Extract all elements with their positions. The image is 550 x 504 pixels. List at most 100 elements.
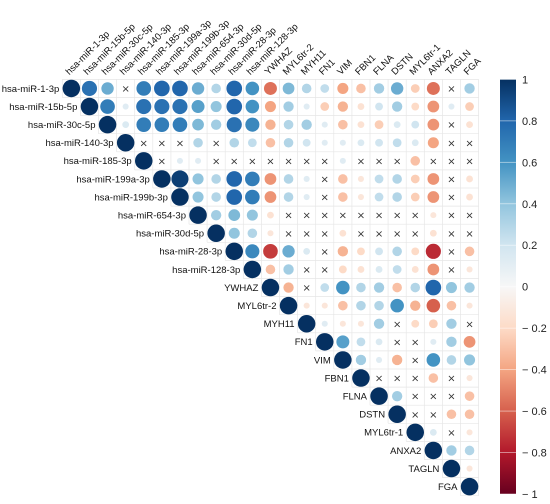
- correlation-circle: [283, 282, 294, 293]
- correlation-circle: [189, 206, 207, 224]
- correlation-circle: [193, 137, 203, 148]
- correlation-circle: [429, 428, 437, 436]
- correlation-circle: [357, 266, 365, 273]
- insignificant-mark: ×: [321, 247, 329, 258]
- correlation-circle: [320, 84, 330, 93]
- row-label: hsa-miR-199b-3p: [94, 192, 167, 203]
- correlation-circle: [466, 175, 473, 183]
- correlation-circle: [356, 337, 366, 347]
- correlation-circle: [283, 192, 294, 202]
- correlation-circle: [392, 138, 402, 148]
- correlation-circle: [427, 191, 440, 203]
- insignificant-mark: ×: [411, 392, 419, 403]
- insignificant-mark: ×: [357, 211, 365, 222]
- correlation-circle: [303, 175, 310, 182]
- correlation-circle: [267, 230, 274, 237]
- correlation-circle: [320, 102, 330, 111]
- correlation-circle: [464, 282, 475, 293]
- correlation-circle: [375, 247, 383, 256]
- correlation-circle: [356, 83, 366, 94]
- correlation-circle: [226, 117, 242, 133]
- colorbar-tick-label: − 0.8: [522, 448, 547, 460]
- correlation-circle: [427, 137, 439, 149]
- insignificant-mark: ×: [447, 211, 455, 222]
- correlation-circle: [301, 119, 312, 130]
- correlation-circle: [391, 101, 403, 112]
- correlation-circle: [282, 245, 295, 258]
- insignificant-mark: ×: [357, 229, 365, 240]
- correlation-circle: [245, 171, 260, 187]
- insignificant-mark: ×: [284, 229, 292, 240]
- correlation-circle: [246, 209, 258, 221]
- correlation-circle: [464, 83, 475, 94]
- correlation-circle: [321, 121, 328, 128]
- insignificant-mark: ×: [266, 156, 274, 167]
- insignificant-mark: ×: [302, 265, 310, 276]
- correlation-circle: [336, 280, 350, 295]
- correlation-circle: [374, 300, 384, 311]
- correlation-circle: [226, 80, 243, 97]
- insignificant-mark: ×: [447, 265, 455, 276]
- correlation-circle: [226, 171, 243, 187]
- insignificant-mark: ×: [393, 319, 401, 330]
- correlation-circle: [336, 335, 350, 349]
- insignificant-mark: ×: [302, 283, 310, 294]
- insignificant-mark: ×: [411, 355, 419, 366]
- correlation-circle: [424, 441, 443, 460]
- row-label: VIM: [314, 355, 331, 366]
- correlation-circle: [430, 212, 437, 219]
- correlation-circle: [411, 102, 420, 111]
- correlation-circle: [171, 170, 189, 188]
- correlation-circle: [446, 445, 457, 456]
- correlation-circle: [154, 80, 170, 97]
- correlation-circle: [446, 409, 457, 420]
- correlation-circle: [228, 209, 241, 222]
- insignificant-mark: ×: [248, 156, 256, 167]
- insignificant-mark: ×: [447, 174, 455, 185]
- correlation-circle: [410, 156, 421, 166]
- correlation-circle: [425, 243, 441, 259]
- correlation-circle: [388, 405, 406, 423]
- correlation-circle: [390, 298, 404, 313]
- correlation-circle: [245, 189, 260, 205]
- correlation-circle: [228, 227, 240, 239]
- correlation-circle: [98, 115, 117, 134]
- correlation-circle: [373, 282, 385, 293]
- correlation-circle: [406, 423, 424, 442]
- correlation-circle: [464, 445, 475, 456]
- correlation-circle: [410, 282, 421, 293]
- correlation-circle: [374, 192, 384, 202]
- colorbar: 1 0.8 0.6 0.4 0.2 0 − 0.2 − 0.4 − 0.6 − 0.8 − 1: [500, 74, 547, 501]
- correlation-circle: [460, 477, 479, 496]
- correlation-circle: [392, 174, 402, 184]
- row-label: hsa-miR-30d-5p: [136, 229, 204, 240]
- correlation-circle: [297, 315, 316, 333]
- row-label: hsa-miR-654-3p: [118, 210, 186, 221]
- correlation-circle: [116, 134, 135, 152]
- colorbar-tick-label: − 0.4: [522, 365, 547, 377]
- insignificant-mark: ×: [465, 229, 473, 240]
- correlation-circle: [265, 137, 276, 148]
- correlation-circle: [411, 139, 419, 147]
- correlation-circle: [122, 121, 130, 129]
- row-label: MYH11: [264, 319, 295, 330]
- row-label: hsa-miR-185-3p: [64, 156, 132, 167]
- correlation-circle: [357, 121, 365, 129]
- correlation-circle: [357, 103, 365, 110]
- insignificant-mark: ×: [321, 265, 329, 276]
- insignificant-mark: ×: [284, 211, 292, 222]
- correlation-circle: [172, 98, 188, 115]
- colorbar-tick-label: 0.8: [522, 116, 537, 128]
- correlation-circle: [263, 81, 277, 95]
- correlation-circle: [410, 174, 420, 184]
- correlation-circle: [427, 263, 440, 276]
- correlation-circle: [207, 224, 225, 242]
- correlation-circle: [355, 354, 367, 366]
- correlation-circle: [356, 282, 366, 293]
- correlation-circle: [427, 118, 440, 131]
- correlation-circle: [100, 99, 115, 114]
- correlation-circle: [425, 279, 442, 296]
- correlation-circle: [261, 278, 280, 297]
- correlation-circle: [316, 333, 334, 351]
